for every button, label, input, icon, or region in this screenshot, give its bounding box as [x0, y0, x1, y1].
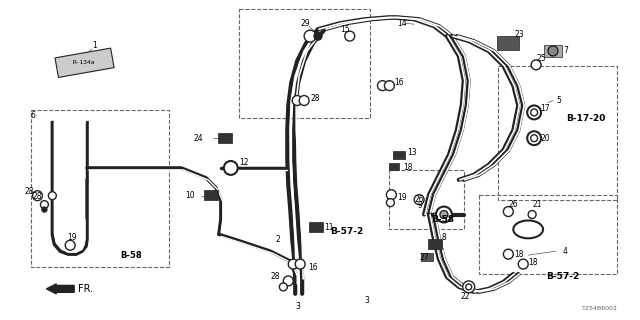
Text: 8: 8: [442, 233, 447, 242]
Text: 16: 16: [308, 263, 317, 272]
Text: 22: 22: [461, 292, 470, 301]
Circle shape: [42, 207, 47, 212]
Text: 19: 19: [67, 233, 77, 242]
Text: 14: 14: [397, 19, 407, 28]
Text: 3: 3: [295, 302, 300, 311]
Text: 6: 6: [31, 111, 35, 120]
Circle shape: [531, 60, 541, 70]
Text: FR.: FR.: [78, 284, 93, 294]
Bar: [497, 36, 519, 50]
FancyArrow shape: [46, 284, 74, 294]
Text: 2: 2: [275, 235, 280, 244]
Text: 21: 21: [532, 200, 541, 209]
Bar: [389, 164, 399, 171]
Circle shape: [504, 207, 513, 217]
Circle shape: [504, 249, 513, 259]
Text: 27: 27: [419, 253, 429, 262]
Text: 28: 28: [24, 187, 34, 196]
Circle shape: [224, 161, 237, 175]
Text: 13: 13: [407, 148, 417, 156]
Text: 28: 28: [310, 94, 319, 103]
Circle shape: [304, 30, 316, 42]
Bar: [218, 133, 232, 143]
Bar: [421, 253, 433, 261]
Circle shape: [528, 211, 536, 219]
Text: 23: 23: [515, 30, 524, 39]
Text: 16: 16: [394, 78, 404, 87]
Bar: [309, 222, 323, 232]
Circle shape: [527, 106, 541, 119]
Circle shape: [65, 240, 75, 250]
Circle shape: [440, 211, 448, 219]
Text: 19: 19: [397, 193, 407, 202]
Text: 18: 18: [403, 164, 413, 172]
Circle shape: [49, 192, 56, 200]
Circle shape: [279, 283, 287, 291]
Circle shape: [527, 131, 541, 145]
Text: 28: 28: [271, 272, 280, 282]
Bar: [428, 239, 442, 249]
Circle shape: [531, 135, 538, 142]
Text: B-58: B-58: [431, 215, 454, 224]
Text: 29: 29: [300, 19, 310, 28]
Circle shape: [531, 109, 538, 116]
Text: 28: 28: [33, 192, 42, 201]
Circle shape: [345, 31, 355, 41]
Text: 18: 18: [515, 250, 524, 259]
Text: 26: 26: [414, 195, 424, 204]
Circle shape: [284, 276, 293, 286]
Text: R-134a: R-134a: [73, 60, 95, 65]
Bar: [479, 195, 618, 274]
Circle shape: [288, 259, 298, 269]
Text: B-58: B-58: [120, 251, 141, 260]
Circle shape: [387, 190, 396, 200]
Text: 1: 1: [92, 42, 97, 51]
Text: B-57-2: B-57-2: [330, 227, 363, 236]
Text: 10: 10: [185, 191, 195, 200]
Bar: [389, 170, 464, 229]
Circle shape: [33, 191, 42, 201]
Bar: [31, 110, 170, 267]
Bar: [499, 66, 618, 200]
Circle shape: [387, 199, 394, 207]
Text: 25: 25: [536, 54, 546, 63]
Text: 24: 24: [193, 134, 203, 143]
Circle shape: [436, 207, 452, 222]
Text: 12: 12: [239, 158, 248, 167]
Text: 15: 15: [340, 25, 349, 34]
Circle shape: [378, 81, 387, 91]
Circle shape: [466, 284, 472, 290]
Circle shape: [414, 195, 424, 204]
Text: 3: 3: [365, 296, 369, 305]
Circle shape: [292, 96, 302, 106]
Circle shape: [518, 259, 528, 269]
Bar: [239, 9, 369, 118]
Bar: [204, 190, 218, 200]
Text: 20: 20: [540, 134, 550, 143]
Text: 7: 7: [563, 46, 568, 55]
Bar: [394, 151, 405, 159]
Text: 5: 5: [556, 96, 561, 105]
Text: 4: 4: [563, 247, 568, 256]
Text: 17: 17: [540, 104, 550, 113]
Text: B-17-20: B-17-20: [566, 114, 605, 123]
Circle shape: [548, 46, 558, 56]
Bar: [544, 45, 562, 57]
Circle shape: [299, 96, 309, 106]
Text: 26: 26: [508, 200, 518, 209]
Text: B-57-2: B-57-2: [546, 272, 579, 282]
Circle shape: [314, 32, 322, 40]
Text: 18: 18: [528, 258, 538, 267]
Circle shape: [40, 201, 49, 209]
Circle shape: [385, 81, 394, 91]
Text: 9: 9: [417, 201, 422, 210]
FancyBboxPatch shape: [55, 48, 114, 77]
Circle shape: [295, 259, 305, 269]
Ellipse shape: [513, 220, 543, 238]
Text: 11: 11: [324, 223, 333, 232]
Circle shape: [463, 281, 475, 293]
Text: TZ54B6002: TZ54B6002: [582, 306, 618, 311]
